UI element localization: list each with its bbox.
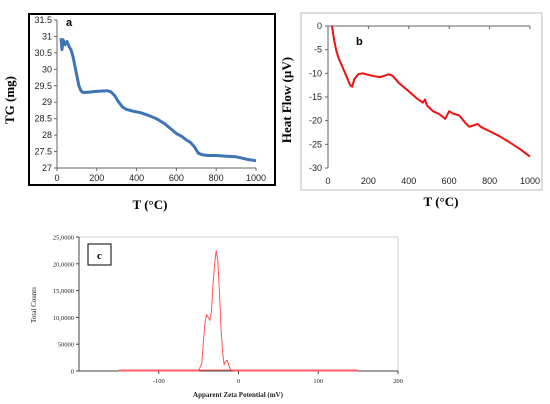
panel-a-y-tick-label: 28.5 xyxy=(34,114,52,124)
panel-b-y-tick-label: -30 xyxy=(309,163,322,173)
panel-c-plot-area xyxy=(78,236,399,372)
panel-c-x-tick-label: 200 xyxy=(393,378,403,385)
panel-b-y-tick-label: -5 xyxy=(314,45,322,55)
panel-a-x-tick-label: 400 xyxy=(129,173,144,183)
panel-a-y-tick-label: 29.5 xyxy=(34,81,52,91)
panel-a-x-ticks: 0 200 400 600 800 1000 xyxy=(54,168,266,183)
panel-b-x-tick-label: 200 xyxy=(361,176,376,186)
panel-b-y-axis-label: Heat Flow (µV) xyxy=(279,57,294,143)
panel-a-y-tick-label: 27 xyxy=(42,163,52,173)
panel-c-x-ticks: -100 0 100 200 xyxy=(153,371,403,385)
panel-b-y-tick-label: -20 xyxy=(309,116,322,126)
panel-b-y-tick-label: 0 xyxy=(317,21,322,31)
panel-b-y-ticks: 0 -5 -10 -15 -20 -25 -30 xyxy=(309,21,328,173)
panel-b-x-tick-label: 800 xyxy=(482,176,497,186)
panel-c-y-tick-label: 15,0000 xyxy=(53,288,74,295)
panel-c-x-tick-label: -100 xyxy=(153,378,165,385)
panel-a-x-tick-label: 200 xyxy=(89,173,104,183)
panel-a-y-tick-label: 29 xyxy=(42,97,52,107)
panel-a-y-tick-label: 27.5 xyxy=(34,147,52,157)
panel-a-y-tick-label: 28 xyxy=(42,130,52,140)
panel-a-y-tick-label: 30.5 xyxy=(34,48,52,58)
panel-a-x-tick-label: 800 xyxy=(209,173,224,183)
panel-b-x-ticks: 0 200 400 600 800 1000 xyxy=(325,26,540,186)
panel-b-x-tick-label: 400 xyxy=(401,176,416,186)
panel-a-x-tick-label: 600 xyxy=(169,173,184,183)
panel-a-x-tick-label: 0 xyxy=(54,173,59,183)
panel-b-x-tick-label: 1000 xyxy=(520,176,540,186)
panel-c: c 0 50000 10,0000 15,0000 20,0000 25,0000 -10… xyxy=(30,235,403,400)
panel-c-y-ticks: 0 50000 10,0000 15,0000 20,0000 25,0000 xyxy=(53,235,79,376)
panel-c-y-tick-label: 20,0000 xyxy=(53,261,74,268)
panel-a-y-axis-label: TG (mg) xyxy=(2,76,17,124)
panel-b-x-axis-label: T (°C) xyxy=(424,194,459,209)
panel-c-x-axis-label: Apparent Zeta Potential (mV) xyxy=(193,391,284,399)
panel-c-y-tick-label: 25,0000 xyxy=(53,235,74,242)
panel-c-x-tick-label: 0 xyxy=(237,378,240,385)
panel-c-series-line xyxy=(118,250,359,372)
panel-a-x-tick-label: 1000 xyxy=(246,173,266,183)
panel-b: 0 -5 -10 -15 -20 -25 -30 0 200 400 600 800 1000 b H… xyxy=(279,12,543,209)
panel-b-label: b xyxy=(356,36,363,48)
panel-a-series-line xyxy=(59,37,257,163)
panel-b-y-tick-label: -25 xyxy=(309,139,322,149)
panel-b-y-tick-label: -15 xyxy=(309,92,322,102)
panel-b-x-tick-label: 600 xyxy=(442,176,457,186)
panel-b-series-line xyxy=(331,25,531,158)
panel-c-y-tick-label: 50000 xyxy=(58,342,74,349)
panel-c-label-box xyxy=(87,243,112,266)
panel-a-y-tick-label: 31 xyxy=(42,31,52,41)
panel-c-y-tick-label: 10,0000 xyxy=(53,315,74,322)
panel-a-frame xyxy=(28,13,276,186)
panel-a-y-ticks: 27 27.5 28 28.5 29 29.5 30 30.5 31 31.5 xyxy=(34,15,57,173)
panel-b-x-tick-label: 0 xyxy=(325,176,330,186)
panel-c-x-tick-label: 100 xyxy=(313,378,323,385)
panel-a: 27 27.5 28 28.5 29 29.5 30 30.5 31 31.5 0 200 400 60… xyxy=(2,13,276,212)
panel-c-y-axis-label: Total Counts xyxy=(30,287,38,323)
panel-a-y-tick-label: 30 xyxy=(42,64,52,74)
panel-a-label: a xyxy=(66,17,73,29)
panel-c-y-tick-label: 0 xyxy=(71,369,74,376)
panel-b-y-tick-label: -10 xyxy=(309,68,322,78)
panel-a-x-axis-label: T (°C) xyxy=(133,197,168,212)
panel-c-label: c xyxy=(97,250,102,262)
panel-a-y-tick-label: 31.5 xyxy=(34,15,52,25)
